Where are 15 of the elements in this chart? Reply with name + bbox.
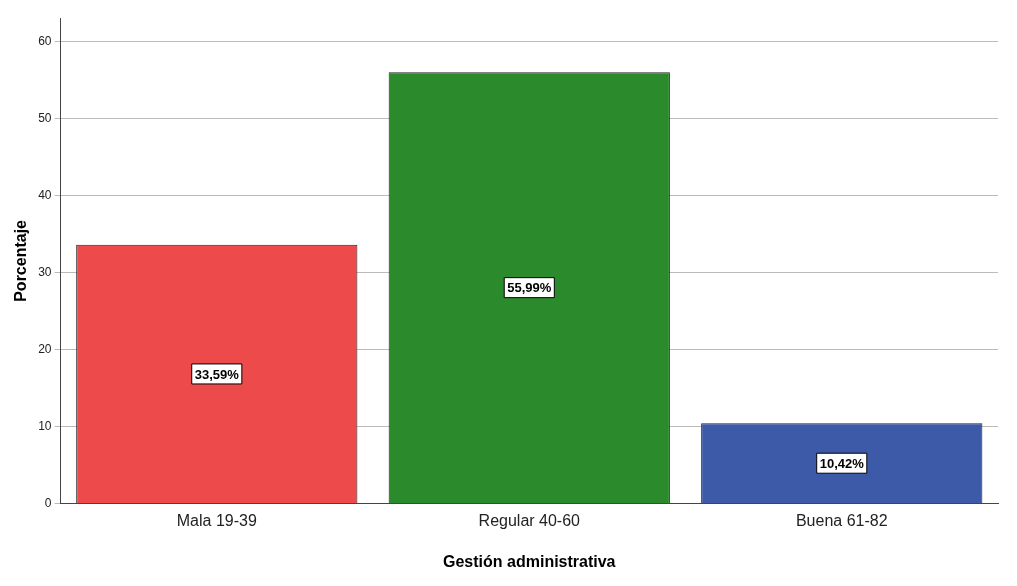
- data-label: 55,99%: [507, 280, 552, 296]
- y-tick-label: 30: [38, 264, 52, 279]
- x-axis-title: Gestión administrativa: [443, 552, 616, 570]
- y-tick-label: 40: [38, 187, 52, 202]
- x-tick-label: Regular 40-60: [478, 511, 581, 529]
- y-tick-label: 20: [38, 341, 52, 356]
- x-tick-label: Buena 61-82: [795, 511, 888, 529]
- y-tick-label: 0: [44, 495, 52, 510]
- data-label: 33,59%: [194, 366, 240, 382]
- y-tick-label: 50: [38, 110, 52, 125]
- x-tick-label: Mala 19-39: [176, 511, 257, 529]
- y-axis-title: Porcentaje: [12, 219, 30, 302]
- data-label: 10,42%: [819, 455, 865, 471]
- y-tick-label: 60: [38, 33, 52, 48]
- y-tick-label: 10: [38, 418, 52, 433]
